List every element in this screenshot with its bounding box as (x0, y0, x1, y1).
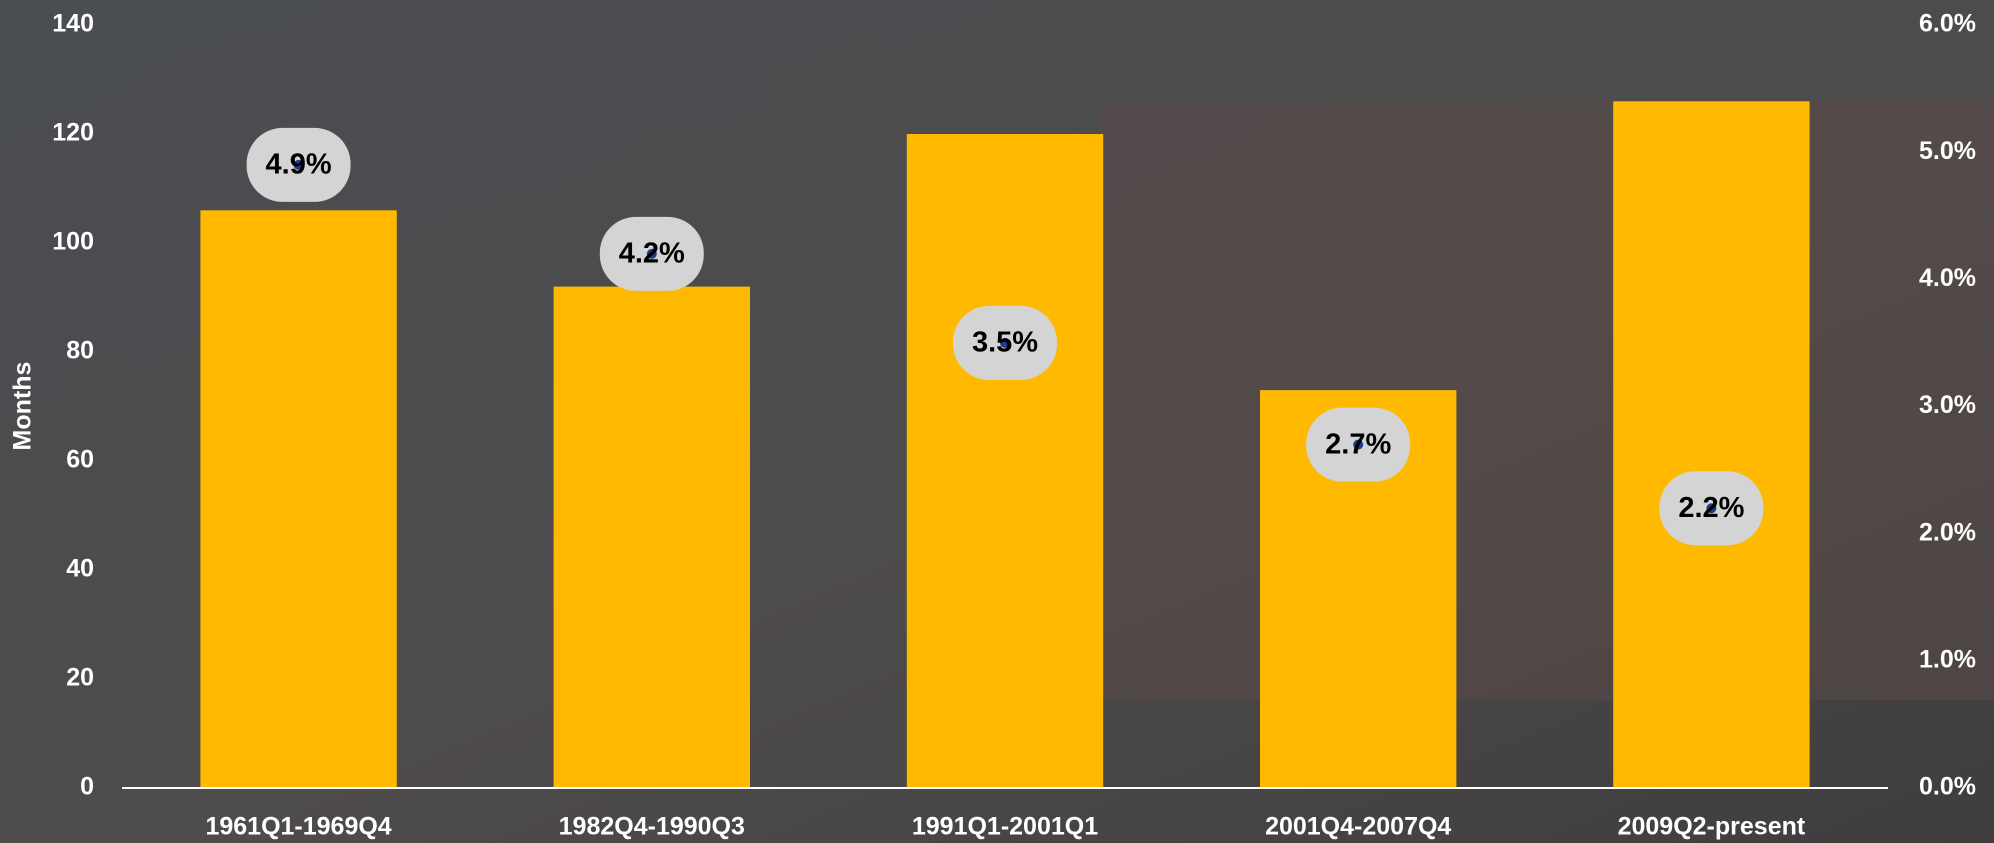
x-tick-label: 1961Q1-1969Q4 (205, 813, 391, 841)
y-tick-label: 40 (66, 555, 94, 583)
y2-tick-label: 6.0% (1919, 10, 1976, 38)
page: Months 0 20 40 60 80 100 120 140 0.0% 1.0% 2.0% 3.0… (0, 0, 1994, 843)
y-tick-label: 0 (80, 773, 94, 801)
y2-tick-label: 4.0% (1919, 264, 1976, 292)
y2-tick-label: 0.0% (1919, 773, 1976, 801)
data-label: 2.7% (1325, 428, 1391, 460)
data-label: 4.2% (619, 238, 685, 270)
y2-tick-label: 5.0% (1919, 137, 1976, 165)
bar (1613, 101, 1809, 788)
chart: Months 0 20 40 60 80 100 120 140 0.0% 1.0% 2.0% 3.0… (0, 0, 1994, 843)
y-axis-label: Months (9, 362, 37, 451)
x-tick-label: 2001Q4-2007Q4 (1265, 813, 1451, 841)
data-label: 4.9% (266, 149, 332, 181)
bar (907, 134, 1103, 788)
y2-tick-label: 2.0% (1919, 518, 1976, 546)
data-label: 2.2% (1678, 492, 1744, 524)
bar (554, 287, 750, 788)
x-tick-label: 1982Q4-1990Q3 (559, 813, 745, 841)
y-tick-label: 20 (66, 664, 94, 692)
background-building (1100, 100, 1994, 700)
x-tick-label: 2009Q2-present (1618, 813, 1806, 841)
y-tick-label: 100 (52, 228, 94, 256)
y2-tick-label: 3.0% (1919, 391, 1976, 419)
x-tick-label: 1991Q1-2001Q1 (912, 813, 1098, 841)
y-tick-label: 60 (66, 446, 94, 474)
y-tick-label: 80 (66, 337, 94, 365)
data-label: 3.5% (972, 327, 1038, 359)
bar (200, 210, 396, 788)
y-tick-label: 140 (52, 10, 94, 38)
y-tick-label: 120 (52, 119, 94, 147)
y2-tick-label: 1.0% (1919, 645, 1976, 673)
